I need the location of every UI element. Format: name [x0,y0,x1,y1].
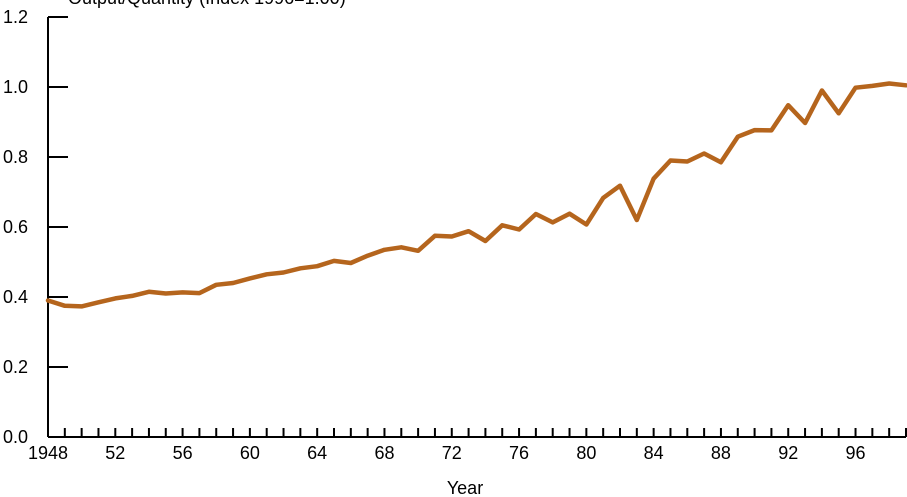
data-point [769,128,773,132]
data-point [736,135,740,139]
data-point [618,184,622,188]
x-tick-label: 80 [576,443,596,463]
x-tick-label: 64 [307,443,327,463]
data-point [450,234,454,238]
data-point [467,229,471,233]
data-point [584,223,588,227]
y-axis: 0.0 0.2 0.4 0.6 0.8 1.0 1.2 [3,7,68,447]
data-point [601,196,605,200]
data-point [753,128,757,132]
data-point [887,82,891,85]
x-tick-label: 60 [240,443,260,463]
data-point [130,294,134,298]
chart-title: Output/Quantity (Index 1996=1.00) [68,0,346,8]
data-point [147,290,151,294]
data-point [214,283,218,287]
x-tick-label: 52 [105,443,125,463]
data-point [719,160,723,164]
data-point [46,299,50,302]
y-tick-label: 0.6 [3,217,28,237]
data-point [315,264,319,268]
data-point [96,300,100,304]
data-point [837,111,841,115]
data-point [551,220,555,224]
data-point [652,177,656,181]
y-tick-label: 0.2 [3,357,28,377]
data-point [702,152,706,155]
y-tick-label: 0.4 [3,287,28,307]
data-point [63,304,67,308]
data-point [517,227,521,231]
data-point [534,212,538,216]
data-point [854,86,858,90]
x-tick-label: 72 [442,443,462,463]
data-point [113,296,117,300]
x-tick-label: 92 [778,443,798,463]
data-point [483,239,487,243]
data-point [197,291,201,295]
x-axis-title: Year [447,478,483,497]
data-point [568,212,572,216]
series-line [45,81,907,309]
data-point [231,281,235,285]
x-tick-label: 68 [374,443,394,463]
x-tick-label: 88 [711,443,731,463]
data-point [399,245,403,249]
data-point [248,276,252,280]
data-point [685,160,689,164]
data-point [382,248,386,252]
x-tick-label: 56 [173,443,193,463]
data-point [282,271,286,274]
data-point [870,84,874,88]
data-point [181,290,185,294]
data-point [820,89,824,92]
x-tick-label: 1948 [28,443,68,463]
x-axis: 1948 52 56 60 64 68 72 76 80 84 88 92 96 [28,428,907,463]
series-layer [45,81,907,309]
data-point [80,304,84,308]
data-point [298,266,302,270]
data-point [416,249,420,253]
y-tick-label: 0.0 [3,427,28,447]
data-point [500,223,504,227]
data-point [668,159,672,162]
data-point [433,234,437,238]
x-tick-label: 96 [846,443,866,463]
data-point [265,272,269,276]
data-point [164,292,168,295]
data-point [904,83,907,87]
x-tick-label: 84 [644,443,664,463]
x-tick-label: 76 [509,443,529,463]
data-point [635,218,639,222]
data-point [332,259,336,263]
y-tick-label: 1.0 [3,77,28,97]
data-point [803,121,807,125]
data-point [786,103,790,107]
data-point [366,254,370,258]
y-tick-label: 1.2 [3,7,28,27]
data-point [349,261,353,265]
y-tick-label: 0.8 [3,147,28,167]
